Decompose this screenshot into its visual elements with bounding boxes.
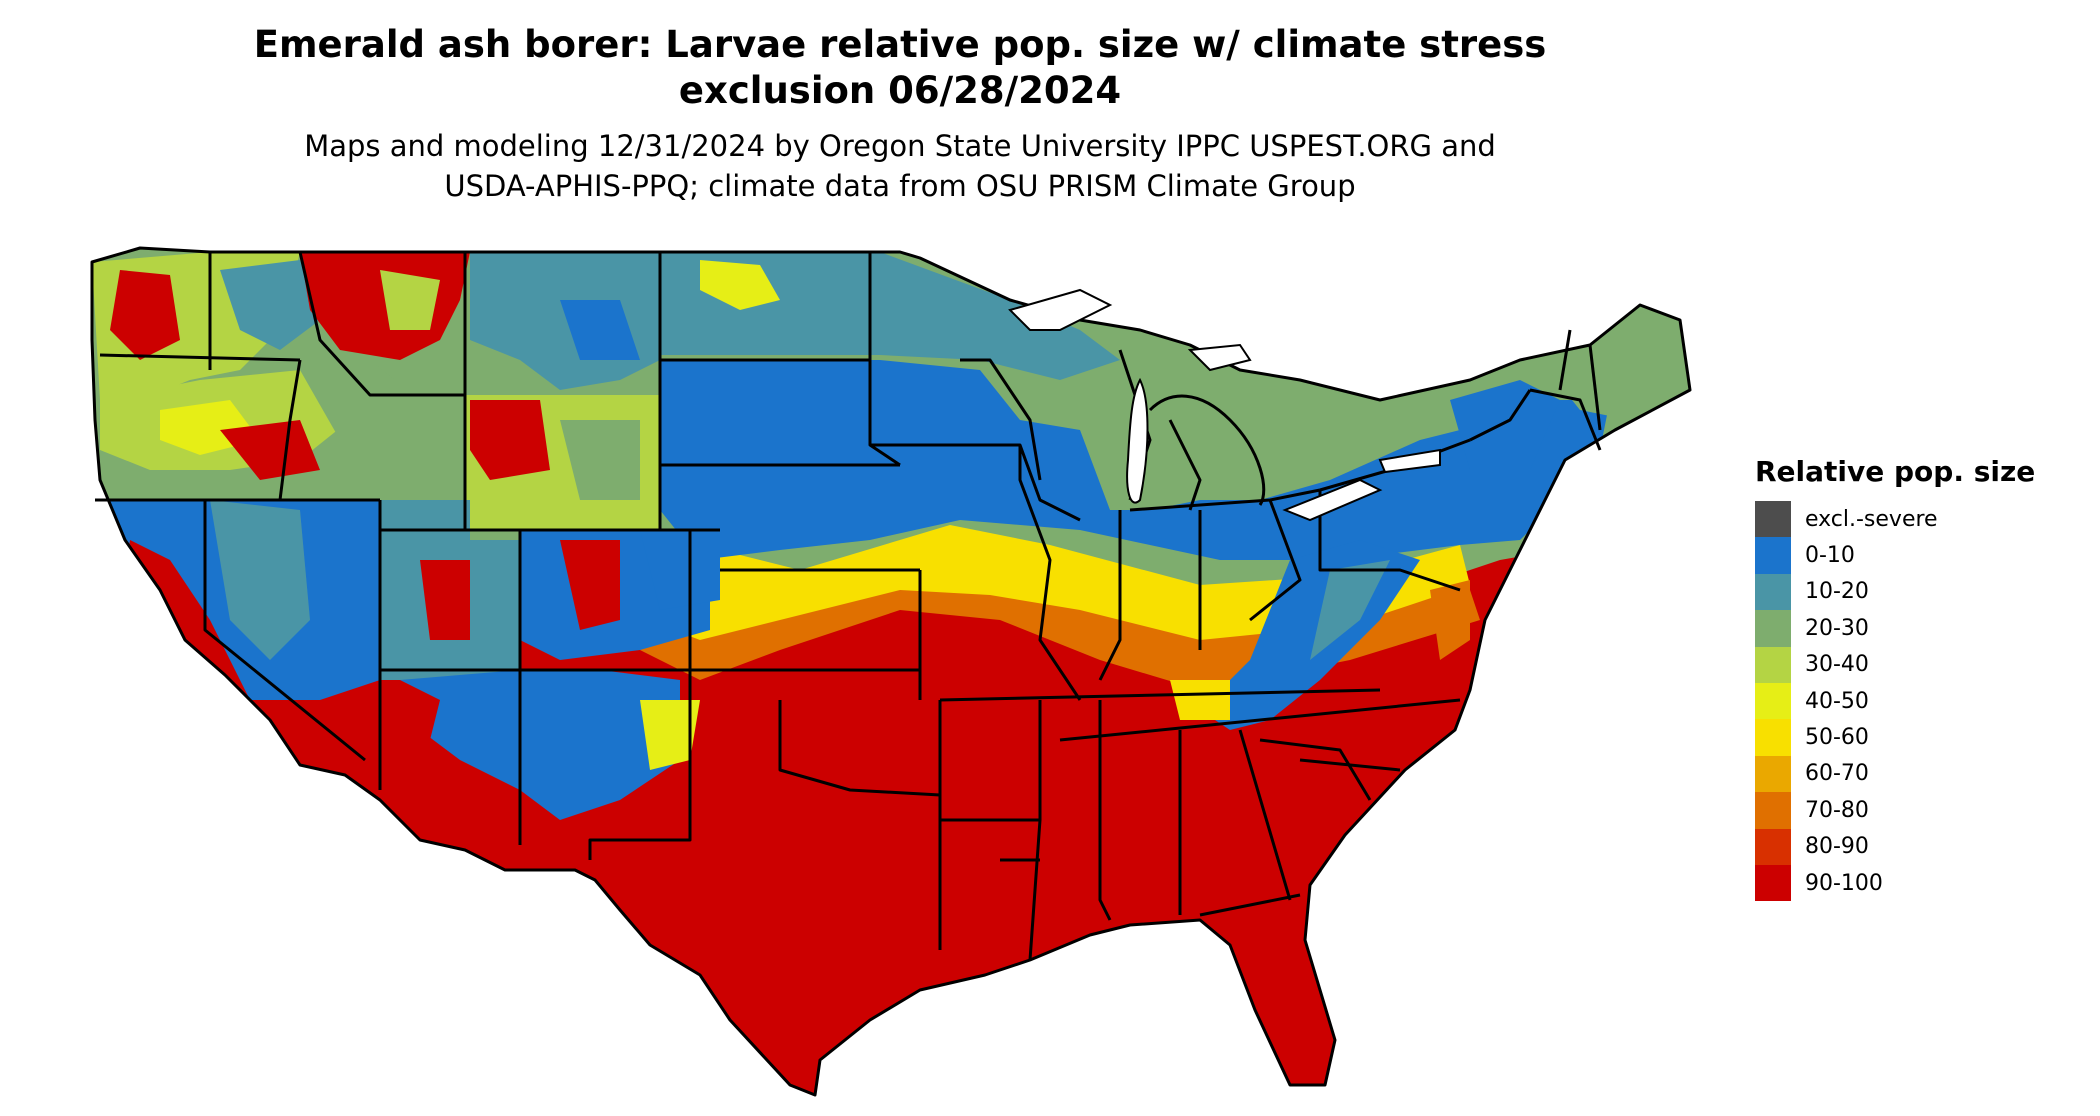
- legend-item: excl.-severe: [1755, 501, 2055, 538]
- legend-item: 70-80: [1755, 792, 2055, 829]
- legend-swatch: [1755, 864, 1791, 902]
- legend-swatch: [1755, 610, 1791, 647]
- legend-item: 30-40: [1755, 646, 2055, 683]
- us-map: [90, 246, 1692, 1097]
- legend-swatch: [1755, 501, 1791, 538]
- legend-item: 10-20: [1755, 573, 2055, 611]
- legend-label: 10-20: [1805, 579, 1869, 605]
- map-subtitle-line-1: Maps and modeling 12/31/2024 by Oregon S…: [304, 129, 1496, 163]
- legend-label: 0-10: [1805, 543, 1855, 569]
- legend-swatch: [1755, 828, 1791, 865]
- legend-item: 40-50: [1755, 682, 2055, 720]
- legend-items: excl.-severe 0-10 10-20 20-30 30-40 40-50 50-6…: [1755, 501, 2055, 902]
- legend-swatch: [1755, 719, 1791, 756]
- legend-swatch: [1755, 755, 1791, 793]
- state-boundaries: [90, 246, 1692, 1097]
- legend-item: 60-70: [1755, 755, 2055, 793]
- great-lakes: [1008, 288, 1441, 522]
- legend-label: 60-70: [1805, 761, 1869, 787]
- legend-label: 90-100: [1805, 870, 1883, 896]
- legend-swatch: [1755, 537, 1791, 574]
- legend-item: 0-10: [1755, 537, 2055, 574]
- legend-item: 50-60: [1755, 719, 2055, 756]
- legend-label: excl.-severe: [1805, 506, 1938, 532]
- legend-swatch: [1755, 573, 1791, 611]
- legend-label: 40-50: [1805, 688, 1869, 714]
- legend-item: 80-90: [1755, 828, 2055, 865]
- legend-label: 50-60: [1805, 725, 1869, 751]
- map-title: Emerald ash borer: Larvae relative pop. …: [160, 22, 1640, 114]
- legend-item: 90-100: [1755, 864, 2055, 902]
- map-title-line-1: Emerald ash borer: Larvae relative pop. …: [253, 23, 1547, 66]
- legend-item: 20-30: [1755, 610, 2055, 647]
- legend-title: Relative pop. size: [1755, 455, 2036, 488]
- legend-swatch: [1755, 792, 1791, 829]
- map-subtitle: Maps and modeling 12/31/2024 by Oregon S…: [160, 126, 1640, 206]
- legend-label: 70-80: [1805, 797, 1869, 823]
- legend-swatch: [1755, 682, 1791, 720]
- legend: Relative pop. size excl.-severe 0-10 10-20…: [1755, 455, 2055, 902]
- legend-swatch: [1755, 646, 1791, 683]
- legend-label: 80-90: [1805, 834, 1869, 860]
- legend-label: 30-40: [1805, 652, 1869, 678]
- map-title-line-2: exclusion 06/28/2024: [678, 69, 1122, 112]
- map-subtitle-line-2: USDA-APHIS-PPQ; climate data from OSU PR…: [444, 169, 1356, 203]
- legend-label: 20-30: [1805, 615, 1869, 641]
